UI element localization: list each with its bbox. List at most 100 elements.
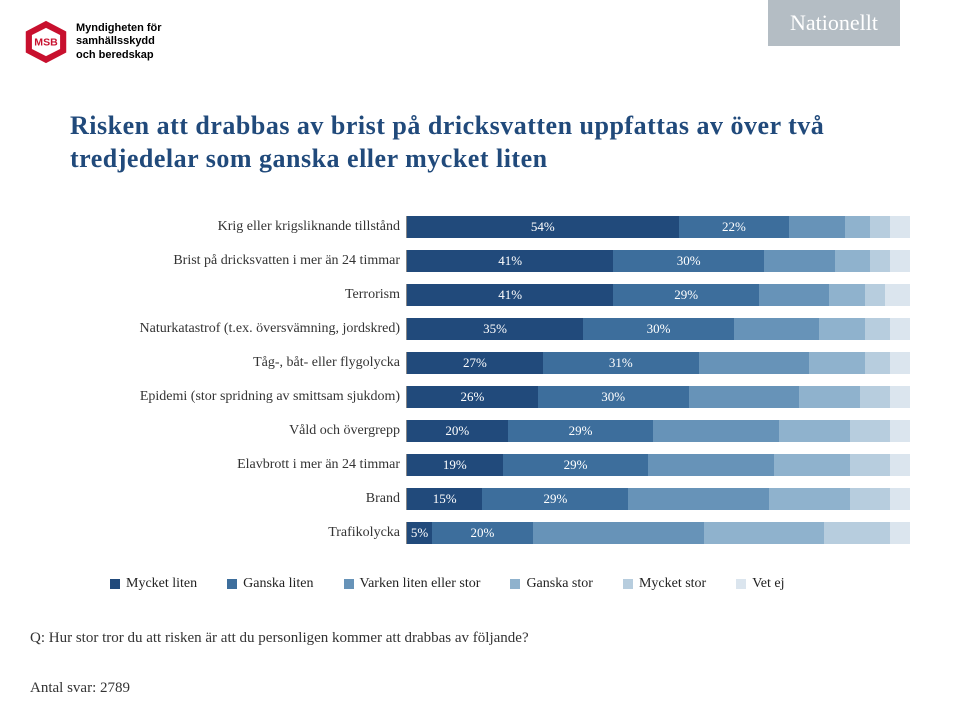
chart-segment [890,250,910,272]
chart-segment [704,522,825,544]
chart-segment [824,522,889,544]
chart-row-bars: 54%22% [406,216,910,238]
logo-line-2: samhällsskydd [76,35,162,48]
chart-row-label: Naturkatastrof (t.ex. översvämning, jord… [70,321,406,337]
chart-segment [653,420,779,442]
chart-segment [779,420,849,442]
chart-segment [850,488,890,510]
chart-segment [774,454,849,476]
legend-item: Mycket stor [623,576,706,592]
legend-swatch [623,579,633,589]
chart-row-label: Brand [70,491,406,507]
chart-segment: 29% [482,488,628,510]
logo-line-3: och beredskap [76,49,162,62]
legend-item: Ganska liten [227,576,313,592]
chart-segment [759,284,829,306]
chart-segment [865,284,885,306]
slide-title: Risken att drabbas av brist på dricksvat… [70,110,900,175]
chart-segment [845,216,870,238]
chart-row-label: Brist på dricksvatten i mer än 24 timmar [70,253,406,269]
chart-row: Krig eller krigsliknande tillstånd54%22% [70,210,910,244]
chart-row-bars: 41%30% [406,250,910,272]
chart-segment: 41% [407,284,613,306]
chart-segment [789,216,844,238]
chart-segment [890,522,910,544]
slide: MSB Myndigheten för samhällsskydd och be… [0,0,960,728]
chart-segment [829,284,864,306]
chart-row-bars: 27%31% [406,352,910,374]
chart-segment: 22% [679,216,790,238]
legend-swatch [736,579,746,589]
chart-segment [850,454,890,476]
chart-segment [809,352,864,374]
chart-row-bars: 20%29% [406,420,910,442]
chart-segment: 54% [407,216,679,238]
chart-segment [870,216,890,238]
chart-row-label: Våld och övergrepp [70,423,406,439]
chart-row: Tåg-, båt- eller flygolycka27%31% [70,346,910,380]
legend-label: Varken liten eller stor [360,576,481,592]
chart-segment: 31% [543,352,699,374]
survey-question: Q: Hur stor tror du att risken är att du… [30,630,529,647]
legend-item: Ganska stor [510,576,593,592]
chart-segment: 29% [613,284,759,306]
legend-item: Mycket liten [110,576,197,592]
chart-row-bars: 41%29% [406,284,910,306]
chart-segment: 27% [407,352,543,374]
legend-label: Mycket stor [639,576,706,592]
chart-segment: 35% [407,318,583,340]
legend-label: Ganska stor [526,576,593,592]
chart-segment [628,488,769,510]
legend-swatch [227,579,237,589]
chart-row: Brand15%29% [70,482,910,516]
chart-row: Våld och övergrepp20%29% [70,414,910,448]
chart-row-bars: 19%29% [406,454,910,476]
chart-row: Naturkatastrof (t.ex. översvämning, jord… [70,312,910,346]
legend-item: Vet ej [736,576,784,592]
chart-segment [890,318,910,340]
chart-segment [890,488,910,510]
legend-swatch [344,579,354,589]
chart-segment: 15% [407,488,482,510]
legend-item: Varken liten eller stor [344,576,481,592]
chart-segment: 19% [407,454,503,476]
chart-segment [865,352,890,374]
chart-segment: 20% [432,522,533,544]
chart-segment [865,318,890,340]
chart-segment [885,284,910,306]
chart-row-label: Epidemi (stor spridning av smittsam sjuk… [70,389,406,405]
chart-row-bars: 35%30% [406,318,910,340]
legend-label: Mycket liten [126,576,197,592]
chart-segment: 30% [613,250,764,272]
chart-row-bars: 26%30% [406,386,910,408]
chart-segment: 26% [407,386,538,408]
chart-segment [850,420,890,442]
chart-segment: 30% [538,386,689,408]
legend-label: Ganska liten [243,576,313,592]
svg-text:MSB: MSB [34,37,58,49]
msb-logo-text: Myndigheten för samhällsskydd och bereds… [76,22,162,62]
chart-row-bars: 5%20% [406,522,910,544]
chart-segment [799,386,859,408]
legend-swatch [110,579,120,589]
chart-segment: 41% [407,250,613,272]
chart-row: Elavbrott i mer än 24 timmar19%29% [70,448,910,482]
chart-segment: 30% [583,318,734,340]
chart-segment [860,386,890,408]
chart-segment [689,386,800,408]
chart-segment [764,250,834,272]
chart-row: Epidemi (stor spridning av smittsam sjuk… [70,380,910,414]
chart-row: Trafikolycka5%20% [70,516,910,550]
chart-row-label: Terrorism [70,287,406,303]
response-count: Antal svar: 2789 [30,680,130,697]
chart-row-label: Trafikolycka [70,525,406,541]
chart-segment [890,216,910,238]
legend-label: Vet ej [752,576,784,592]
chart-segment [734,318,820,340]
chart-row-label: Tåg-, båt- eller flygolycka [70,355,406,371]
chart-row-label: Krig eller krigsliknande tillstånd [70,219,406,235]
logo-line-1: Myndigheten för [76,22,162,35]
chart-segment [769,488,849,510]
chart-segment [835,250,870,272]
chart-segment [699,352,810,374]
